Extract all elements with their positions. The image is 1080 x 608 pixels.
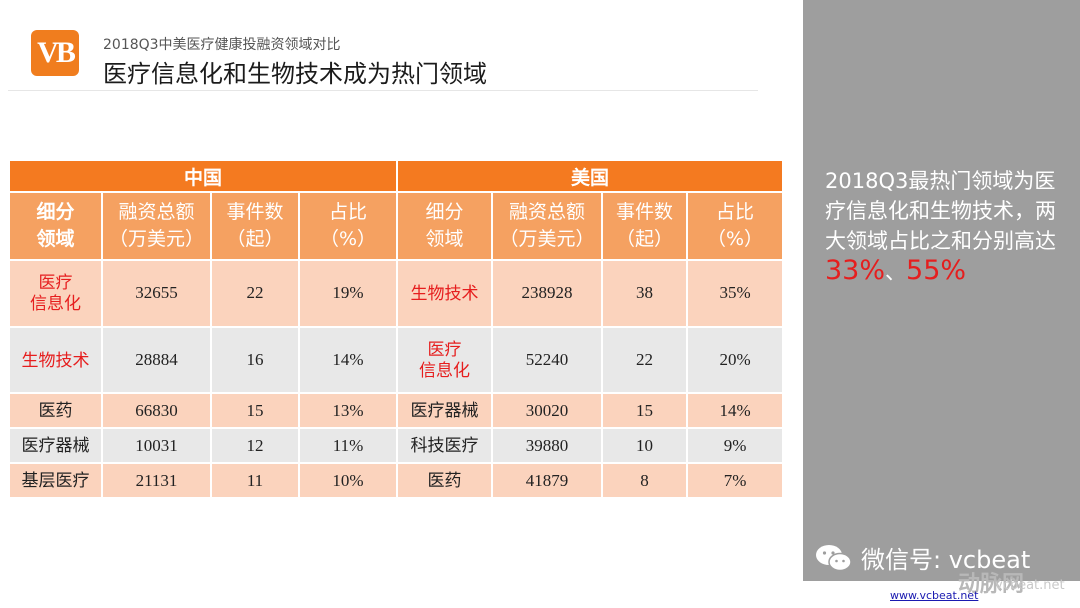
us-share-cell: 14% — [686, 392, 785, 430]
summary-panel — [803, 0, 1080, 581]
table-row: 生物技术 28884 16 14% 医疗 信息化 52240 22 20% — [8, 325, 785, 395]
cn-amount-cell: 10031 — [101, 427, 212, 465]
cn-events-cell: 22 — [210, 259, 300, 328]
cn-field-cell: 医疗 信息化 — [8, 259, 103, 328]
us-amount-cell: 52240 — [491, 325, 604, 395]
col-amount-cn: 融资总额 （万美元） — [101, 191, 212, 261]
us-events-cell: 22 — [601, 325, 689, 395]
summary-text: 2018Q3最热门领域为医疗信息化和生物技术，两大领域占比之和分别高达33%、5… — [825, 169, 1056, 286]
table-row: 基层医疗 21131 11 10% 医药 41879 8 7% — [8, 462, 785, 499]
col-events-us: 事件数 （起） — [601, 191, 689, 261]
cn-amount-cell: 66830 — [101, 392, 212, 430]
us-field-cell: 生物技术 — [396, 259, 494, 328]
vcbeat-logo: VB — [31, 30, 79, 76]
col-amount-us: 融资总额 （万美元） — [491, 191, 604, 261]
cn-field-cell: 基层医疗 — [8, 462, 103, 499]
table-row: 医疗器械 10031 12 11% 科技医疗 39880 10 9% — [8, 427, 785, 465]
wechat-icon — [816, 544, 852, 571]
highlight-pct-1: 33% — [825, 255, 886, 286]
usa-header: 美国 — [396, 159, 785, 193]
cn-share-cell: 13% — [297, 392, 399, 430]
cn-events-cell: 11 — [210, 462, 300, 499]
cn-amount-cell: 28884 — [101, 325, 212, 395]
us-share-cell: 20% — [686, 325, 785, 395]
col-field-us: 细分 领域 — [396, 191, 494, 261]
cn-events-cell: 12 — [210, 427, 300, 465]
highlight-pct-2: 55% — [906, 255, 967, 286]
us-amount-cell: 238928 — [491, 259, 604, 328]
cn-amount-cell: 21131 — [101, 462, 212, 499]
header-divider — [8, 90, 758, 91]
us-events-cell: 15 — [601, 392, 689, 430]
col-field-cn: 细分 领域 — [8, 191, 103, 261]
us-share-cell: 7% — [686, 462, 785, 499]
cn-events-cell: 16 — [210, 325, 300, 395]
comparison-table: 中国 美国 细分 领域 融资总额 （万美元） 事件数 （起） 占比 （%） 细分 领域 融… — [7, 159, 785, 499]
cn-field-cell: 医药 — [8, 392, 103, 430]
watermark-domain: vcbeat.net — [995, 578, 1065, 593]
us-field-cell: 医药 — [396, 462, 494, 499]
cn-share-cell: 19% — [297, 259, 399, 328]
us-events-cell: 38 — [601, 259, 689, 328]
us-field-cell: 科技医疗 — [396, 427, 494, 465]
us-amount-cell: 30020 — [491, 392, 604, 430]
slide-title: 医疗信息化和生物技术成为热门领域 — [103, 60, 487, 88]
us-events-cell: 8 — [601, 462, 689, 499]
table-row: 医药 66830 15 13% 医疗器械 30020 15 14% — [8, 392, 785, 430]
us-field-cell: 医疗 信息化 — [396, 325, 494, 395]
table-row: 医疗 信息化 32655 22 19% 生物技术 238928 38 35% — [8, 259, 785, 328]
wechat-id: 微信号: vcbeat — [815, 540, 1030, 575]
us-amount-cell: 39880 — [491, 427, 604, 465]
us-field-cell: 医疗器械 — [396, 392, 494, 430]
us-amount-cell: 41879 — [491, 462, 604, 499]
cn-share-cell: 10% — [297, 462, 399, 499]
cn-field-cell: 生物技术 — [8, 325, 103, 395]
us-share-cell: 9% — [686, 427, 785, 465]
cn-share-cell: 14% — [297, 325, 399, 395]
column-header-row: 细分 领域 融资总额 （万美元） 事件数 （起） 占比 （%） 细分 领域 融资总额 （万美… — [8, 191, 785, 261]
col-share-us: 占比 （%） — [686, 191, 785, 261]
col-events-cn: 事件数 （起） — [210, 191, 300, 261]
slide-subtitle: 2018Q3中美医疗健康投融资领域对比 — [103, 37, 341, 53]
us-events-cell: 10 — [601, 427, 689, 465]
group-header-row: 中国 美国 — [7, 159, 785, 193]
footer-link[interactable]: www.vcbeat.net — [890, 589, 979, 602]
col-share-cn: 占比 （%） — [297, 191, 399, 261]
cn-amount-cell: 32655 — [101, 259, 212, 328]
cn-field-cell: 医疗器械 — [8, 427, 103, 465]
cn-share-cell: 11% — [297, 427, 399, 465]
cn-events-cell: 15 — [210, 392, 300, 430]
us-share-cell: 35% — [686, 259, 785, 328]
watermark-logo: 动脉网 — [958, 572, 1025, 597]
china-header: 中国 — [7, 159, 399, 193]
